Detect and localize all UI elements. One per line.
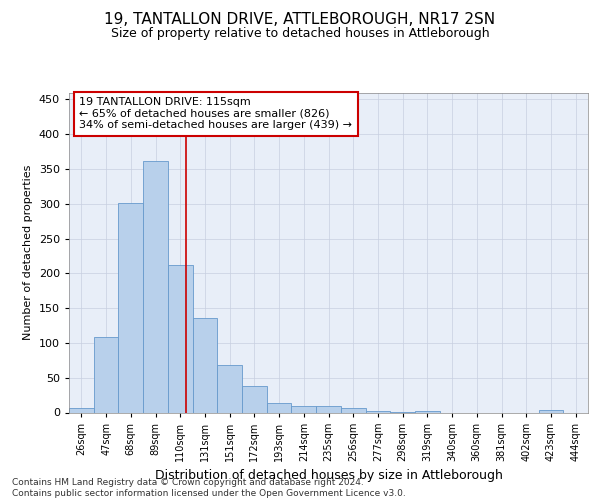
Bar xyxy=(143,160,168,412)
Bar xyxy=(69,408,94,412)
X-axis label: Distribution of detached houses by size in Attleborough: Distribution of detached houses by size … xyxy=(155,470,502,482)
Bar xyxy=(415,411,440,412)
Text: 19, TANTALLON DRIVE, ATTLEBOROUGH, NR17 2SN: 19, TANTALLON DRIVE, ATTLEBOROUGH, NR17 … xyxy=(104,12,496,28)
Bar xyxy=(267,404,292,412)
Bar xyxy=(242,386,267,412)
Bar xyxy=(365,411,390,412)
Text: Size of property relative to detached houses in Attleborough: Size of property relative to detached ho… xyxy=(110,28,490,40)
Bar xyxy=(217,365,242,412)
Bar xyxy=(292,406,316,412)
Bar xyxy=(341,408,365,412)
Bar xyxy=(316,406,341,412)
Text: Contains HM Land Registry data © Crown copyright and database right 2024.
Contai: Contains HM Land Registry data © Crown c… xyxy=(12,478,406,498)
Bar xyxy=(539,410,563,412)
Bar xyxy=(168,265,193,412)
Y-axis label: Number of detached properties: Number of detached properties xyxy=(23,165,33,340)
Bar xyxy=(193,318,217,412)
Bar xyxy=(94,338,118,412)
Text: 19 TANTALLON DRIVE: 115sqm
← 65% of detached houses are smaller (826)
34% of sem: 19 TANTALLON DRIVE: 115sqm ← 65% of deta… xyxy=(79,98,352,130)
Bar xyxy=(118,203,143,412)
